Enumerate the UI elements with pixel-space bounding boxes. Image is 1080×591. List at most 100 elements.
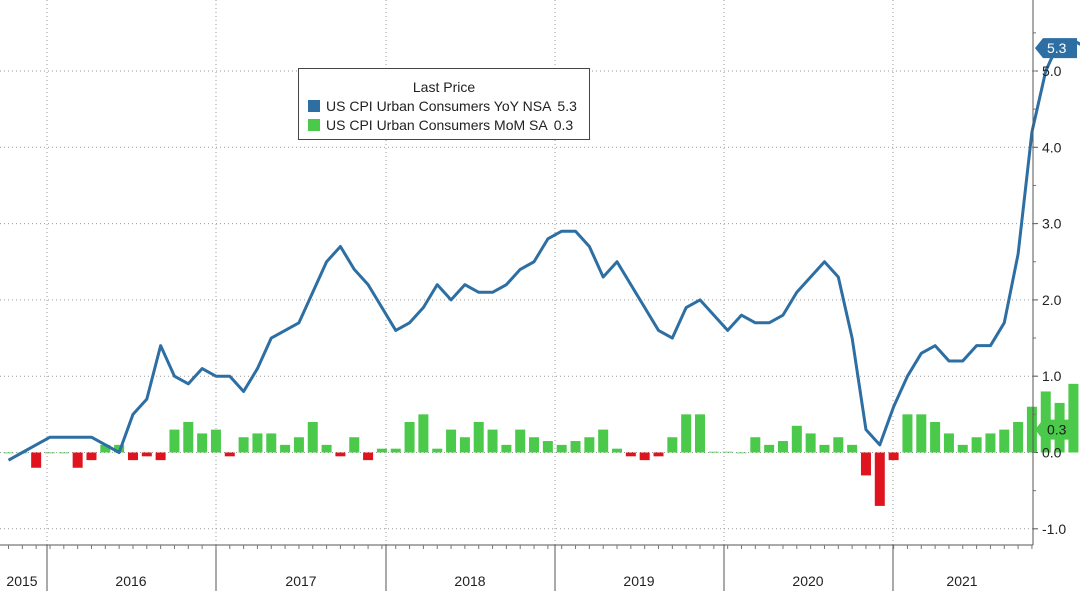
- mom-bar: [349, 437, 360, 453]
- legend-value-yoy: 5.3: [557, 98, 577, 114]
- legend-entry-mom: US CPI Urban Consumers MoM SA 0.3: [308, 117, 589, 133]
- mom-bar: [612, 448, 623, 453]
- mom-bar: [252, 433, 263, 453]
- x-tick-label: 2019: [623, 573, 654, 589]
- mom-bar: [999, 429, 1010, 453]
- mom-bar: [155, 452, 166, 461]
- y-tick-label: 4.0: [1042, 139, 1062, 155]
- legend-swatch-yoy: [308, 100, 320, 112]
- y-tick-label: 2.0: [1042, 292, 1062, 308]
- mom-bar: [695, 414, 705, 453]
- mom-bar: [957, 444, 968, 453]
- mom-bar: [722, 451, 733, 453]
- mom-bar: [860, 452, 871, 476]
- y-axis: -1.0 0.0 1.0 2.0 3.0 4.0 5.0: [1032, 0, 1066, 545]
- legend-value-mom: 0.3: [553, 117, 574, 133]
- mom-bar: [473, 421, 484, 453]
- mom-bar: [916, 414, 927, 453]
- mom-bar: [847, 444, 858, 453]
- mom-bar: [708, 451, 719, 453]
- mom-bar: [653, 452, 664, 457]
- mom-bar: [197, 433, 208, 453]
- yoy-last-tag: 5.3: [1035, 38, 1077, 59]
- mom-bar: [819, 444, 830, 453]
- x-tick-label: 2018: [454, 573, 485, 589]
- mom-bar: [556, 444, 567, 453]
- last-value-tags: 5.3 0.3: [1035, 38, 1077, 440]
- mom-bar: [791, 425, 802, 453]
- mom-bar: [667, 437, 678, 453]
- mom-bar: [902, 414, 913, 453]
- yoy-last-tag-bg: [1035, 38, 1077, 59]
- mom-bar: [570, 441, 581, 453]
- x-tick-label: 2017: [285, 573, 316, 589]
- mom-bar: [238, 437, 249, 453]
- mom-bar: [584, 437, 595, 453]
- mom-bar: [542, 441, 553, 453]
- mom-bar: [363, 452, 374, 461]
- y-tick-label: 3.0: [1042, 216, 1062, 232]
- mom-bar: [293, 437, 304, 453]
- mom-bar: [515, 429, 526, 453]
- mom-bar: [487, 429, 498, 453]
- mom-bar: [1068, 383, 1079, 453]
- yoy-line: [7, 38, 1080, 462]
- x-tick-label: 2021: [946, 573, 977, 589]
- mom-bar: [736, 452, 747, 454]
- mom-bar: [210, 429, 221, 453]
- mom-last-tag: 0.3: [1035, 419, 1077, 440]
- mom-bar: [888, 452, 899, 461]
- mom-bar: [777, 441, 788, 453]
- mom-bar: [985, 433, 996, 453]
- mom-bar: [335, 452, 346, 457]
- mom-bar: [307, 421, 318, 453]
- mom-bar: [280, 444, 291, 453]
- mom-bar: [833, 437, 844, 453]
- mom-bar: [31, 452, 42, 468]
- legend: Last Price US CPI Urban Consumers YoY NS…: [298, 68, 590, 140]
- mom-bars: [3, 383, 1079, 506]
- mom-bar: [446, 429, 457, 453]
- mom-bar: [266, 433, 277, 453]
- mom-bar: [127, 452, 138, 461]
- mom-bar: [44, 452, 55, 454]
- mom-bar: [639, 452, 650, 461]
- x-axis: 2015 2016 2017 2018 2019 2020 2021: [0, 544, 1033, 591]
- x-tick-label: 2020: [792, 573, 823, 589]
- legend-label-mom: US CPI Urban Consumers MoM SA: [326, 117, 548, 133]
- legend-label-yoy: US CPI Urban Consumers YoY NSA: [326, 98, 552, 114]
- x-tick-label: 2015: [6, 573, 37, 589]
- mom-bar: [529, 437, 540, 453]
- mom-bar: [459, 437, 470, 453]
- y-tick-label: 0.0: [1042, 445, 1062, 461]
- mom-bar: [224, 452, 235, 457]
- mom-bar: [100, 444, 111, 453]
- mom-bar: [943, 433, 954, 453]
- mom-bar: [169, 429, 180, 453]
- mom-bar: [376, 448, 387, 453]
- legend-entry-yoy: US CPI Urban Consumers YoY NSA 5.3: [308, 98, 589, 114]
- mom-bar: [501, 444, 512, 453]
- mom-bar: [321, 444, 332, 453]
- mom-bar: [141, 452, 152, 457]
- mom-bar: [930, 421, 941, 453]
- mom-bar: [418, 414, 429, 453]
- mom-bar: [805, 433, 816, 453]
- mom-bar: [58, 452, 69, 454]
- mom-bar: [390, 448, 401, 453]
- mom-bar: [598, 429, 609, 453]
- mom-bar: [404, 421, 415, 453]
- mom-bar: [764, 444, 775, 453]
- yoy-last-tag-text: 5.3: [1047, 40, 1067, 56]
- mom-last-tag-bg: [1035, 419, 1077, 440]
- y-tick-label: 5.0: [1042, 63, 1062, 79]
- x-tick-label: 2016: [115, 573, 146, 589]
- mom-bar: [183, 421, 194, 453]
- y-tick-label: 1.0: [1042, 368, 1062, 384]
- mom-bar: [86, 452, 97, 461]
- legend-swatch-mom: [308, 119, 320, 131]
- mom-bar: [625, 452, 636, 457]
- mom-bar: [3, 452, 14, 454]
